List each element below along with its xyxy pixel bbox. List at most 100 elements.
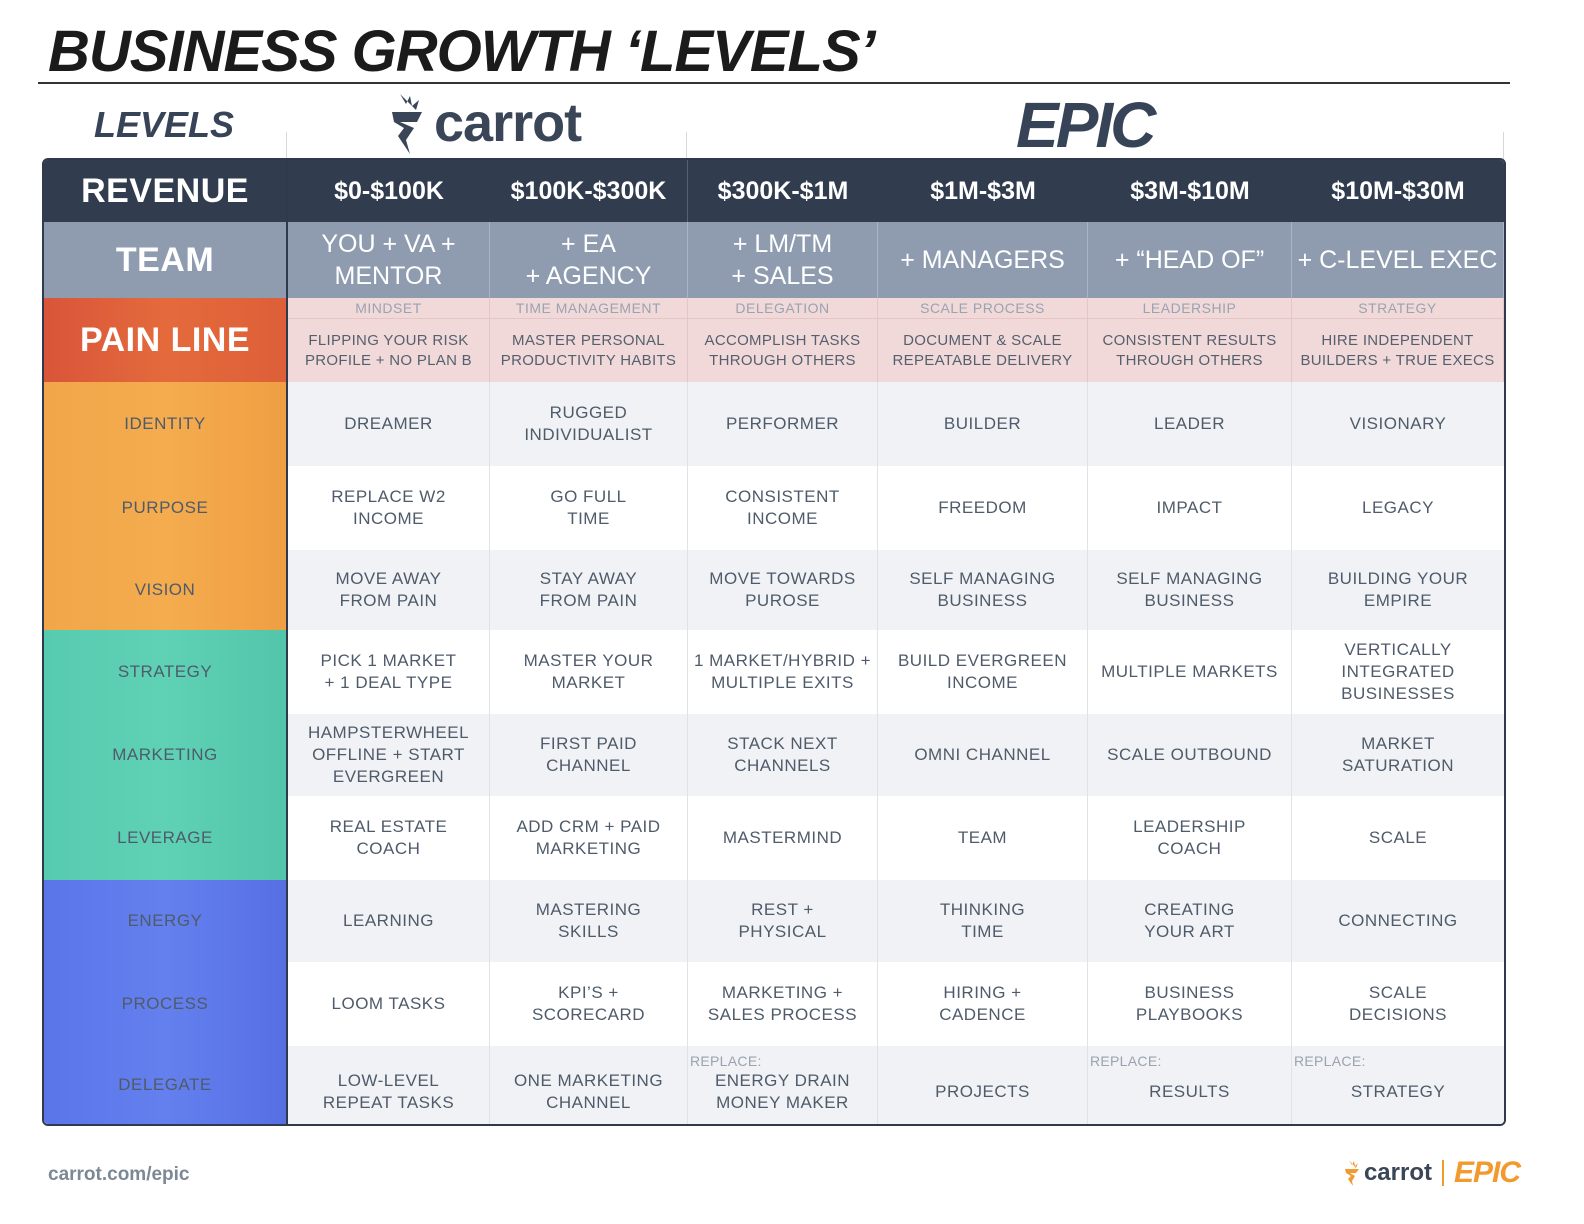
marketing-cell: OMNI CHANNEL xyxy=(878,714,1088,796)
replace-note: REPLACE: xyxy=(1294,1053,1366,1069)
header-divider-left xyxy=(286,132,287,160)
strategy-cell: MULTIPLE MARKETS xyxy=(1088,630,1292,714)
pain-line-row: PAIN LINE MINDSET FLIPPING YOUR RISK PROF… xyxy=(44,298,1504,382)
pain-cell: ACCOMPLISH TASKS THROUGH OTHERS xyxy=(704,331,861,369)
revenue-cell: $100K-$300K xyxy=(490,160,688,222)
footer-epic-wordmark: EPIC xyxy=(1453,1156,1521,1189)
row-label-strategy: STRATEGY xyxy=(44,630,288,714)
revenue-cell: $10M-$30M xyxy=(1331,176,1465,205)
energy-cell: CONNECTING xyxy=(1338,911,1458,930)
marketing-cell: MARKET SATURATION xyxy=(1341,734,1455,775)
purpose-cell: LEGACY xyxy=(1362,498,1434,517)
pain-category: LEADERSHIP xyxy=(1088,298,1291,319)
marketing-cell: FIRST PAID CHANNEL xyxy=(490,714,688,796)
purpose-cell: GO FULL TIME xyxy=(490,466,688,550)
vision-cell: SELF MANAGING BUSINESS xyxy=(878,550,1088,630)
energy-cell: REST + PHYSICAL xyxy=(688,880,878,962)
purpose-cell: FREEDOM xyxy=(878,466,1088,550)
vision-cell: SELF MANAGING BUSINESS xyxy=(1088,550,1292,630)
replace-note: REPLACE: xyxy=(690,1053,762,1069)
pain-category: TIME MANAGEMENT xyxy=(490,298,687,319)
footer-url[interactable]: carrot.com/epic xyxy=(48,1164,190,1185)
leverage-cell: LEADERSHIP COACH xyxy=(1088,796,1292,880)
delegate-cell: PROJECTS xyxy=(878,1046,1088,1124)
leverage-row: LEVERAGE REAL ESTATE COACH ADD CRM + PAI… xyxy=(44,796,1504,880)
leverage-cell: SCALE xyxy=(1368,828,1428,847)
leverage-cell: MASTERMIND xyxy=(688,796,878,880)
row-label-delegate: DELEGATE xyxy=(44,1046,288,1124)
purpose-row: PURPOSE REPLACE W2 INCOME GO FULL TIME C… xyxy=(44,466,1504,550)
footer-brand-divider xyxy=(1441,1160,1444,1186)
carrot-icon xyxy=(1344,1160,1359,1186)
revenue-cell: $300K-$1M xyxy=(717,176,849,205)
vision-row: VISION MOVE AWAY FROM PAIN STAY AWAY FRO… xyxy=(44,550,1504,630)
levels-table: REVENUE $0-$100K $100K-$300K $300K-$1M $… xyxy=(42,158,1506,1126)
process-cell: BUSINESS PLAYBOOKS xyxy=(1088,962,1292,1046)
delegate-cell: LOW-LEVEL REPEAT TASKS xyxy=(288,1046,490,1124)
pain-cell: HIRE INDEPENDENT BUILDERS + TRUE EXECS xyxy=(1300,331,1495,369)
revenue-cell: $0-$100K xyxy=(334,176,444,205)
pain-cell: DOCUMENT & SCALE REPEATABLE DELIVERY xyxy=(892,331,1073,369)
team-cell: + EA + AGENCY xyxy=(490,222,688,298)
leverage-cell: TEAM xyxy=(878,796,1088,880)
process-cell: KPI’S + SCORECARD xyxy=(490,962,688,1046)
vision-cell: MOVE TOWARDS PUROSE xyxy=(688,550,878,630)
strategy-cell: MASTER YOUR MARKET xyxy=(490,630,688,714)
pain-category: DELEGATION xyxy=(688,298,877,319)
energy-cell: LEARNING xyxy=(288,880,490,962)
marketing-cell: SCALE OUTBOUND xyxy=(1088,714,1292,796)
title-divider xyxy=(38,82,1510,84)
marketing-cell: STACK NEXT CHANNELS xyxy=(688,714,878,796)
identity-cell: PERFORMER xyxy=(688,382,878,466)
identity-cell: RUGGED INDIVIDUALIST xyxy=(490,382,688,466)
row-label-revenue: REVENUE xyxy=(44,160,288,222)
purpose-cell: IMPACT xyxy=(1088,466,1292,550)
epic-logo: EPIC xyxy=(1016,89,1156,161)
identity-cell: BUILDER xyxy=(878,382,1088,466)
row-label-leverage: LEVERAGE xyxy=(44,796,288,880)
revenue-row: REVENUE $0-$100K $100K-$300K $300K-$1M $… xyxy=(44,160,1504,222)
leverage-cell: ADD CRM + PAID MARKETING xyxy=(490,796,688,880)
marketing-cell: HAMPSTERWHEEL OFFLINE + START EVERGREEN xyxy=(288,714,490,796)
leverage-cell: REAL ESTATE COACH xyxy=(288,796,490,880)
pain-category: MINDSET xyxy=(288,298,489,319)
carrot-wordmark: carrot xyxy=(434,93,582,153)
strategy-cell: PICK 1 MARKET + 1 DEAL TYPE xyxy=(288,630,490,714)
pain-cell: MASTER PERSONAL PRODUCTIVITY HABITS xyxy=(500,331,677,369)
strategy-row: STRATEGY PICK 1 MARKET + 1 DEAL TYPE MAS… xyxy=(44,630,1504,714)
page-title: BUSINESS GROWTH ‘LEVELS’ xyxy=(48,19,876,84)
header-divider-mid xyxy=(686,132,687,160)
team-row: TEAM YOU + VA + MENTOR + EA + AGENCY + L… xyxy=(44,222,1504,298)
revenue-cell: $3M-$10M xyxy=(1130,176,1250,205)
team-cell: + MANAGERS xyxy=(878,222,1088,298)
strategy-cell: BUILD EVERGREEN INCOME xyxy=(878,630,1088,714)
footer-carrot-wordmark: carrot xyxy=(1363,1159,1432,1186)
delegate-cell: RESULTS xyxy=(1149,1082,1230,1101)
header-divider-right xyxy=(1503,132,1504,160)
carrot-logo: carrot xyxy=(386,88,582,158)
energy-row: ENERGY LEARNING MASTERING SKILLS REST + … xyxy=(44,880,1504,962)
process-row: PROCESS LOOM TASKS KPI’S + SCORECARD MAR… xyxy=(44,962,1504,1046)
delegate-cell: ENERGY DRAIN MONEY MAKER xyxy=(714,1071,851,1112)
replace-note: REPLACE: xyxy=(1090,1053,1162,1069)
identity-cell: LEADER xyxy=(1088,382,1292,466)
process-cell: LOOM TASKS xyxy=(288,962,490,1046)
team-cell: + C-LEVEL EXEC xyxy=(1292,222,1504,298)
vision-cell: STAY AWAY FROM PAIN xyxy=(490,550,688,630)
identity-cell: DREAMER xyxy=(288,382,490,466)
team-cell: + “HEAD OF” xyxy=(1088,222,1292,298)
energy-cell: THINKING TIME xyxy=(878,880,1088,962)
row-label-vision: VISION xyxy=(44,550,288,630)
energy-cell: CREATING YOUR ART xyxy=(1088,880,1292,962)
carrot-icon xyxy=(392,94,422,154)
footer-brand: carrot EPIC xyxy=(1343,1156,1521,1190)
row-label-energy: ENERGY xyxy=(44,880,288,962)
vision-cell: BUILDING YOUR EMPIRE xyxy=(1327,569,1469,610)
row-label-team: TEAM xyxy=(44,222,288,298)
row-label-process: PROCESS xyxy=(44,962,288,1046)
delegate-cell: STRATEGY xyxy=(1350,1082,1446,1101)
delegate-cell: ONE MARKETING CHANNEL xyxy=(490,1046,688,1124)
process-cell: SCALE DECISIONS xyxy=(1348,983,1448,1024)
vision-cell: MOVE AWAY FROM PAIN xyxy=(288,550,490,630)
levels-heading: LEVELS xyxy=(93,104,235,145)
